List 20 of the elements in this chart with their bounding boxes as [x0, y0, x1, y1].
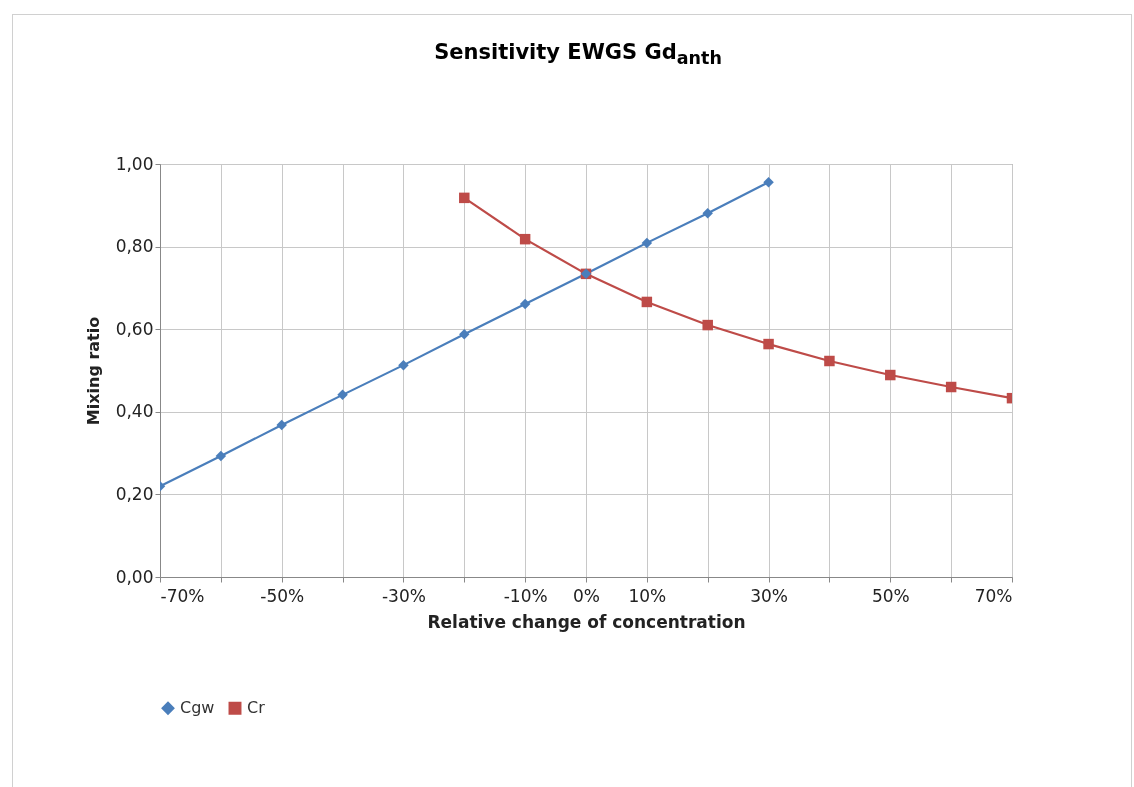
y-tick-label: 0,00: [115, 566, 154, 587]
y-tick-label: 0,40: [115, 401, 154, 422]
y-axis-title: Mixing ratio: [83, 316, 103, 426]
x-tick-label: -70%: [160, 585, 205, 606]
x-tick-label: 0%: [573, 585, 600, 606]
chart-title: Sensitivity EWGS Gd$_{anth}$: [433, 40, 723, 69]
y-tick-label: 0,20: [115, 483, 154, 504]
x-tick-label: 10%: [628, 585, 667, 606]
x-tick-label: 70%: [974, 585, 1013, 606]
y-tick-label: 0,80: [115, 236, 154, 257]
legend-label: Cgw: [180, 698, 215, 718]
legend-label: Cr: [247, 698, 266, 718]
y-tick-label: 0,60: [115, 318, 154, 339]
x-tick-label: -30%: [381, 585, 426, 606]
x-tick-label: 30%: [750, 585, 788, 606]
x-axis-title: Relative change of concentration: [427, 611, 746, 632]
x-tick-label: -50%: [260, 585, 305, 606]
y-tick-label: 1,00: [115, 153, 154, 174]
x-tick-label: 50%: [871, 585, 910, 606]
x-tick-label: -10%: [503, 585, 548, 606]
